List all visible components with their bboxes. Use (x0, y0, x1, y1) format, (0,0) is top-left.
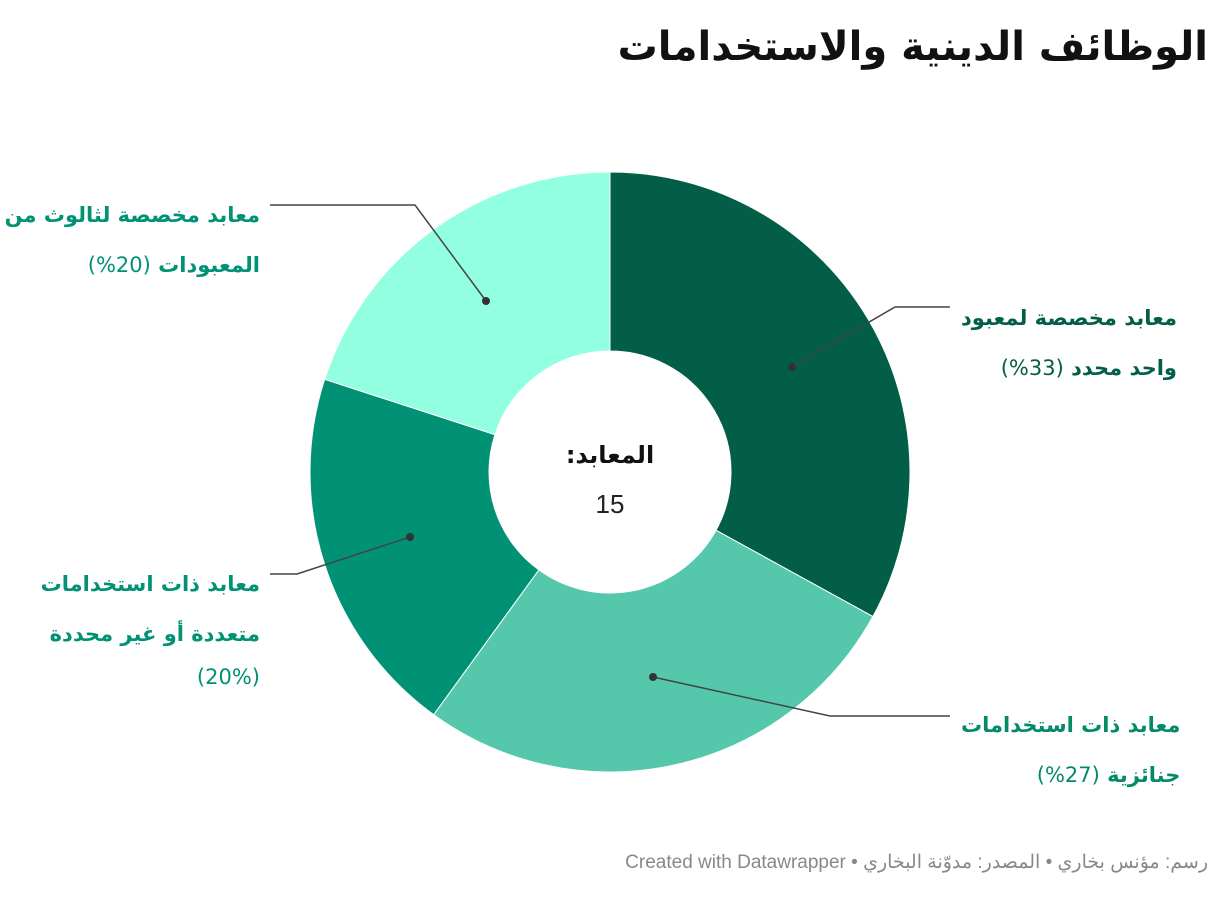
leader-line (270, 536, 411, 575)
label-triad: معابد مخصصة لثالوث من المعبودات (20%) (5, 190, 260, 290)
leader-line (791, 306, 950, 368)
leader-line (652, 676, 950, 717)
label-line: معابد ذات استخدامات (40, 572, 260, 596)
leader-dot (649, 673, 657, 681)
donut-slice (432, 529, 874, 773)
label-line: معابد ذات استخدامات (961, 713, 1181, 737)
donut-slice (309, 378, 540, 716)
label-percent: (33%) (1000, 356, 1064, 380)
label-line: واحد محدد (1071, 356, 1177, 380)
center-value: 15 (596, 489, 625, 519)
leader-dot (406, 533, 414, 541)
label-percent: (20%) (196, 665, 260, 689)
label-multiple-uses: معابد ذات استخدامات متعددة أو غير محددة … (41, 559, 260, 695)
label-funerary: معابد ذات استخدامات جنائزية (27%) (961, 700, 1180, 800)
label-line: معابد مخصصة لثالوث من (4, 203, 260, 227)
label-percent: (27%) (1036, 763, 1100, 787)
leader-dot (788, 363, 796, 371)
leader-dot (482, 297, 490, 305)
donut-slice (609, 171, 911, 618)
label-line: جنائزية (1107, 763, 1181, 787)
label-line: المعبودات (158, 253, 260, 277)
footer-credits: رسم: مؤنس بخاري • المصدر: مدوّنة البخاري… (625, 852, 1208, 873)
label-line: معابد مخصصة لمعبود (961, 306, 1177, 330)
center-label: المعابد: (566, 441, 654, 469)
label-line: متعددة أو غير محددة (49, 622, 260, 646)
label-single-deity: معابد مخصصة لمعبود واحد محدد (33%) (961, 293, 1177, 393)
chart-title: الوظائف الدينية والاستخدامات (617, 24, 1208, 70)
leader-line (270, 204, 487, 302)
donut-slice (324, 171, 611, 436)
label-percent: (20%) (87, 253, 151, 277)
